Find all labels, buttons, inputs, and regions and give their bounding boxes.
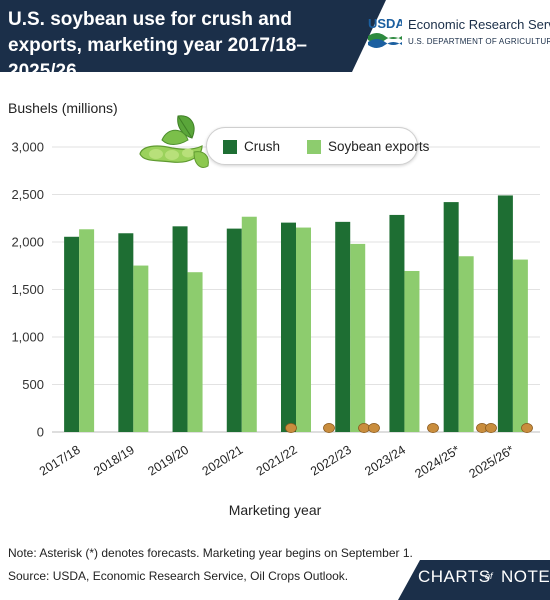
bar-exports — [79, 229, 95, 432]
x-tick-label: 2018/19 — [91, 443, 137, 479]
soybean-icon — [285, 422, 297, 433]
legend-label-exports: Soybean exports — [328, 139, 430, 154]
y-tick-label: 2,500 — [11, 187, 44, 202]
bar-crush — [497, 195, 513, 432]
bar-exports — [133, 265, 149, 432]
soybean-icon — [485, 422, 497, 433]
charts-of-note-badge — [398, 560, 550, 600]
bar-crush — [443, 202, 459, 432]
chart-title: U.S. soybean use for crush and exports, … — [8, 9, 307, 72]
bar-exports — [404, 270, 420, 432]
bar-crush — [226, 228, 242, 432]
soybean-icon — [368, 422, 380, 433]
brand-note-text: NOTE — [501, 567, 550, 586]
x-tick-label: 2023/24 — [362, 443, 408, 479]
x-tick-labels: 2017/18 2018/19 2019/20 2020/21 2021/22 2022/… — [37, 443, 517, 481]
legend-label-crush: Crush — [244, 139, 281, 154]
department-name: U.S. DEPARTMENT OF AGRICULTURE — [408, 37, 550, 46]
legend-swatch-exports — [307, 140, 321, 154]
bar-crush — [172, 226, 188, 432]
soybean-icon — [521, 422, 533, 433]
bar-exports — [458, 256, 474, 432]
chart-legend: Crush Soybean exports — [206, 127, 429, 165]
header-banner: U.S. soybean use for crush and exports, … — [0, 0, 550, 72]
soybean-icon — [358, 422, 370, 433]
x-axis-label: Marketing year — [228, 502, 322, 518]
bar-crush — [389, 214, 405, 432]
y-tick-label: 3,000 — [11, 140, 44, 155]
bar-exports — [512, 259, 528, 432]
bar-exports — [187, 272, 203, 432]
brand-charts-text: CHARTS — [418, 567, 491, 586]
x-tick-label: 2024/25* — [412, 443, 462, 481]
usda-logo-text: USDA — [368, 16, 402, 31]
bars — [64, 195, 528, 432]
legend-swatch-crush — [223, 140, 237, 154]
bar-crush — [118, 233, 134, 432]
soybean-icon — [323, 422, 335, 433]
bar-exports — [296, 227, 311, 432]
y-tick-label: 1,000 — [11, 330, 44, 345]
x-tick-label: 2025/26* — [467, 443, 517, 481]
source-note: Source: USDA, Economic Research Service,… — [8, 569, 349, 583]
usda-logo-icon: USDA — [368, 16, 402, 48]
bar-crush — [64, 236, 80, 432]
y-tick-label: 1,500 — [11, 282, 44, 297]
footnote: Note: Asterisk (*) denotes forecasts. Ma… — [8, 546, 413, 560]
y-tick-label: 2,000 — [11, 235, 44, 250]
x-tick-label: 2022/23 — [308, 443, 354, 479]
x-tick-label: 2020/21 — [200, 443, 246, 479]
soybean-plant-icon — [139, 115, 209, 168]
y-tick-label: 0 — [37, 425, 44, 440]
x-tick-label: 2021/22 — [254, 443, 300, 479]
x-tick-label: 2019/20 — [145, 443, 191, 479]
bar-crush — [335, 221, 351, 432]
agency-name: Economic Research Service — [408, 17, 550, 32]
y-tick-label: 500 — [22, 377, 44, 392]
bar-exports — [241, 216, 257, 432]
x-tick-label: 2017/18 — [37, 443, 83, 479]
y-tick-labels: 0 500 1,000 1,500 2,000 2,500 3,000 — [11, 140, 44, 440]
soybean-icon — [427, 422, 439, 433]
brand-of-text: of — [485, 571, 493, 581]
y-axis-label: Bushels (millions) — [8, 100, 118, 116]
bar-crush — [281, 222, 296, 432]
soybean-decorations — [285, 422, 533, 433]
bar-exports — [350, 243, 366, 432]
